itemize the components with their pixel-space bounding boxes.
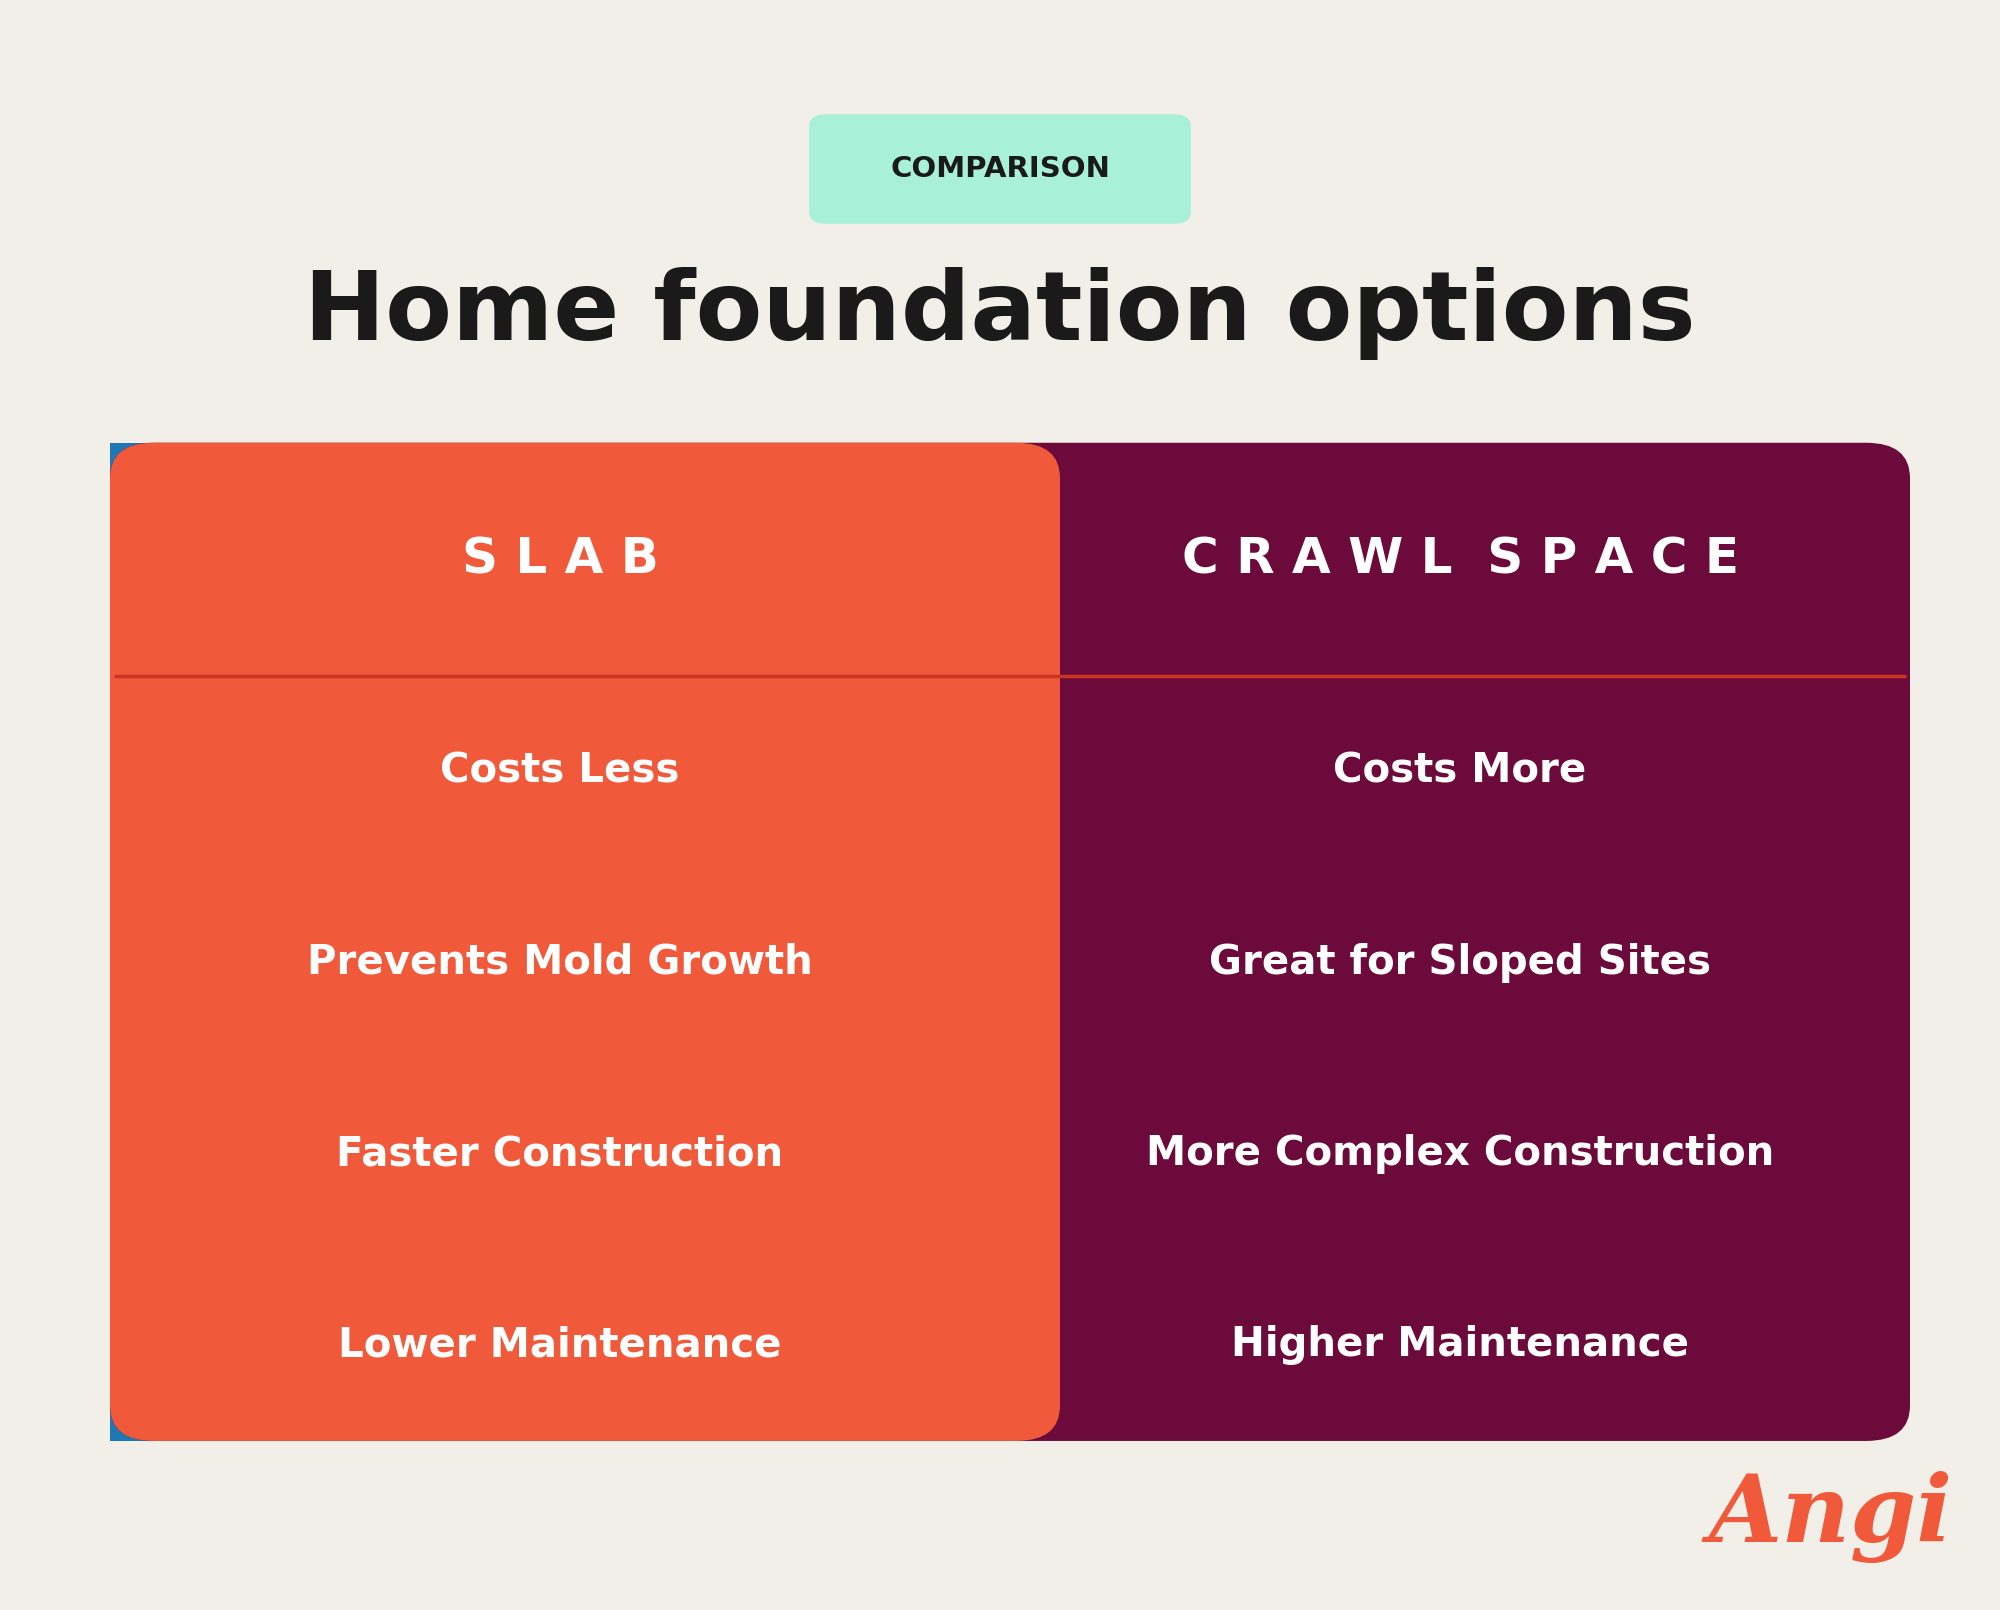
Text: Higher Maintenance: Higher Maintenance bbox=[1232, 1325, 1688, 1365]
FancyBboxPatch shape bbox=[808, 114, 1190, 224]
Text: Home foundation options: Home foundation options bbox=[304, 267, 1696, 361]
Text: COMPARISON: COMPARISON bbox=[890, 155, 1110, 184]
Text: C R A W L  S P A C E: C R A W L S P A C E bbox=[1182, 536, 1738, 583]
FancyBboxPatch shape bbox=[110, 443, 1060, 1441]
Text: Costs More: Costs More bbox=[1334, 752, 1586, 792]
Text: Faster Construction: Faster Construction bbox=[336, 1133, 784, 1174]
Text: Great for Sloped Sites: Great for Sloped Sites bbox=[1208, 943, 1712, 984]
Bar bbox=[110, 443, 1010, 1441]
Text: Costs Less: Costs Less bbox=[440, 752, 680, 792]
Text: Angi: Angi bbox=[1708, 1470, 1952, 1563]
Text: Lower Maintenance: Lower Maintenance bbox=[338, 1325, 782, 1365]
Text: S L A B: S L A B bbox=[462, 536, 658, 583]
Text: Prevents Mold Growth: Prevents Mold Growth bbox=[308, 943, 812, 984]
Text: More Complex Construction: More Complex Construction bbox=[1146, 1133, 1774, 1174]
FancyBboxPatch shape bbox=[110, 443, 1910, 1441]
